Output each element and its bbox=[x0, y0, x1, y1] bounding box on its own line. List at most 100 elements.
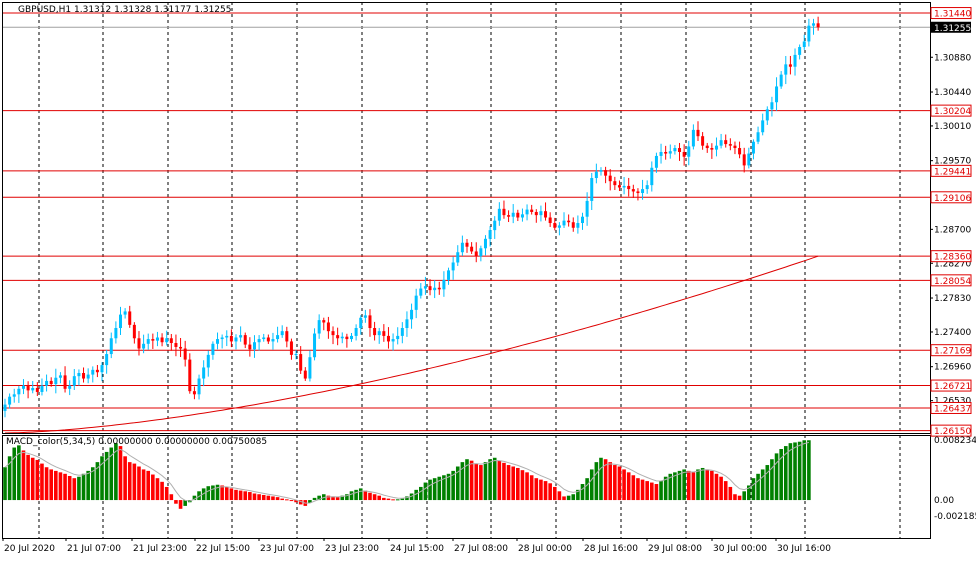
candle-body bbox=[165, 338, 169, 343]
macd-bar bbox=[289, 500, 294, 502]
candle-body bbox=[590, 178, 594, 201]
candle-body bbox=[483, 238, 487, 249]
macd-bar bbox=[174, 500, 178, 504]
macd-bar bbox=[654, 484, 659, 501]
candle-body bbox=[714, 145, 718, 150]
macd-bar bbox=[312, 497, 317, 501]
candle-body bbox=[641, 189, 645, 194]
macd-bar bbox=[257, 494, 261, 501]
macd-bar bbox=[12, 447, 17, 501]
candle-body bbox=[493, 220, 497, 231]
macd-bar bbox=[488, 459, 492, 501]
macd-bar bbox=[354, 489, 358, 501]
candle-body bbox=[562, 220, 566, 226]
macd-bar bbox=[395, 499, 400, 501]
macd-bar bbox=[502, 462, 506, 501]
macd-bar bbox=[335, 497, 340, 501]
macd-bar bbox=[72, 478, 77, 501]
candle-body bbox=[146, 339, 150, 344]
candle-body bbox=[137, 338, 141, 349]
candle-body bbox=[386, 335, 390, 342]
candle-body bbox=[622, 185, 626, 188]
candle-body bbox=[687, 146, 691, 157]
macd-bar bbox=[220, 485, 224, 501]
candle-body bbox=[294, 354, 298, 356]
candle-body bbox=[567, 220, 571, 223]
candle-body bbox=[17, 388, 21, 395]
candle-body bbox=[747, 153, 751, 166]
price-axis-label: 1.26960 bbox=[934, 363, 971, 373]
current-price-tag bbox=[931, 21, 971, 33]
candle-body bbox=[765, 109, 769, 121]
candle-body bbox=[497, 208, 501, 221]
candle-body bbox=[336, 335, 340, 339]
candle-body bbox=[502, 208, 506, 216]
macd-bar bbox=[474, 463, 479, 501]
macd-bar bbox=[788, 443, 793, 501]
candle-body bbox=[197, 378, 201, 395]
candle-body bbox=[673, 148, 677, 152]
macd-bar bbox=[21, 450, 26, 501]
time-axis-label: 30 Jul 16:00 bbox=[777, 544, 831, 554]
macd-bar bbox=[261, 494, 266, 501]
macd-bar bbox=[557, 491, 562, 501]
candle-body bbox=[751, 141, 755, 154]
macd-bar bbox=[266, 495, 271, 501]
macd-bar bbox=[710, 470, 714, 501]
candle-body bbox=[192, 391, 196, 395]
candle-body bbox=[308, 357, 312, 379]
time-axis-label: 20 Jul 2020 bbox=[4, 544, 55, 554]
macd-axis-label: 0.00 bbox=[934, 496, 954, 506]
candle-body bbox=[54, 377, 58, 385]
candle-body bbox=[645, 185, 649, 190]
level-tag-label: 1.30204 bbox=[934, 107, 971, 117]
macd-bar bbox=[169, 494, 174, 501]
level-tag-label: 1.26721 bbox=[934, 382, 971, 392]
macd-bar bbox=[483, 462, 488, 501]
macd-bar bbox=[765, 465, 770, 501]
time-axis-label: 23 Jul 07:00 bbox=[260, 544, 314, 554]
macd-bar bbox=[248, 492, 252, 501]
candle-body bbox=[45, 380, 49, 386]
candlesticks bbox=[3, 16, 820, 418]
candle-body bbox=[479, 248, 483, 257]
macd-bar bbox=[469, 460, 474, 501]
macd-bar bbox=[192, 495, 197, 501]
macd-bar bbox=[109, 447, 114, 501]
macd-bar bbox=[146, 470, 151, 501]
candle-body bbox=[460, 242, 464, 253]
candle-body bbox=[8, 396, 12, 405]
candle-body bbox=[216, 339, 220, 344]
candle-body bbox=[169, 338, 173, 344]
macd-bar bbox=[294, 500, 298, 503]
level-tag-label: 1.26437 bbox=[934, 404, 971, 414]
candle-body bbox=[516, 212, 520, 218]
level-tag-label: 1.28360 bbox=[934, 253, 971, 263]
macd-bar bbox=[197, 491, 201, 501]
candle-body bbox=[544, 211, 548, 218]
candle-body bbox=[373, 328, 377, 336]
moving-average bbox=[4, 255, 819, 434]
candle-body bbox=[317, 320, 321, 334]
macd-bar bbox=[506, 465, 511, 501]
candle-body bbox=[132, 324, 136, 339]
macd-bar bbox=[405, 496, 409, 501]
macd-bar bbox=[460, 462, 465, 501]
macd-bar bbox=[682, 469, 686, 501]
candle-body bbox=[816, 23, 820, 28]
macd-bar bbox=[86, 470, 90, 501]
macd-bar bbox=[571, 494, 576, 501]
macd-bar bbox=[409, 493, 414, 501]
macd-bar bbox=[525, 472, 529, 501]
macd-bar bbox=[580, 484, 585, 501]
candle-body bbox=[289, 341, 293, 355]
macd-bar bbox=[368, 492, 372, 501]
macd-bar bbox=[26, 454, 30, 501]
candle-body bbox=[225, 335, 229, 338]
candle-body bbox=[3, 404, 7, 411]
price-axis: 1.30880 1.30440 1.30010 1.29570 1.28700 1.282… bbox=[930, 53, 971, 407]
macd-bar bbox=[363, 490, 368, 501]
candle-body bbox=[428, 286, 432, 291]
